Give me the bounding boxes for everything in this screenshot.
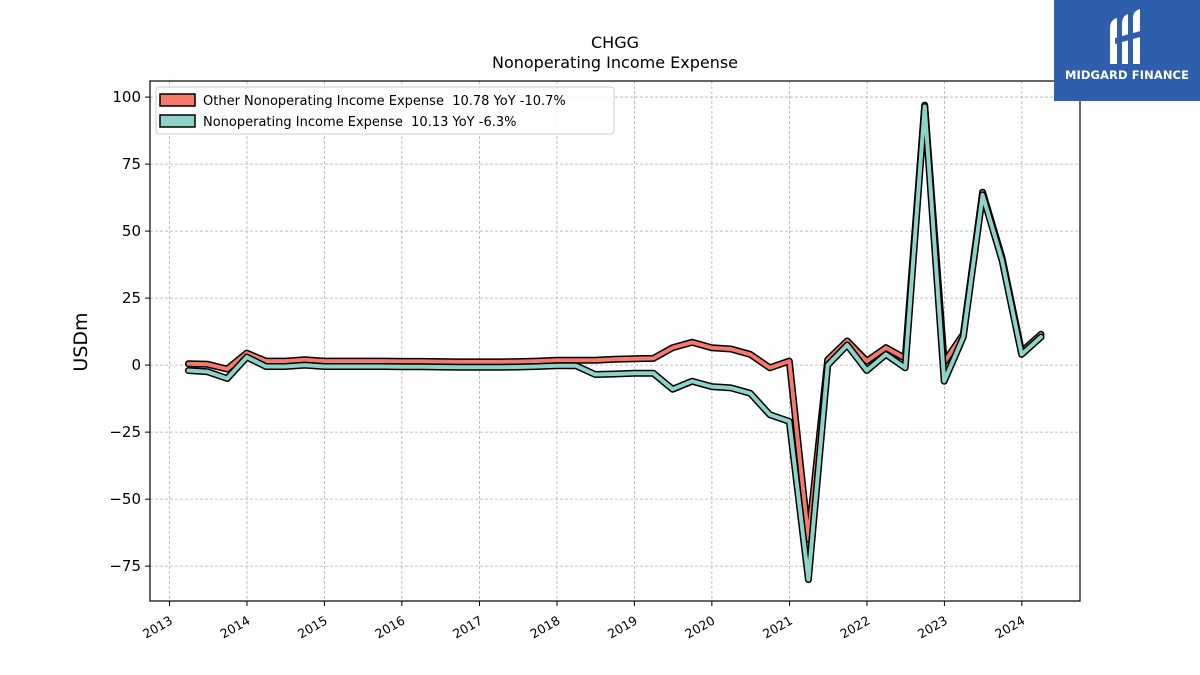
- y-tick-label: −25: [109, 423, 141, 441]
- x-tick-label: 2015: [295, 613, 330, 642]
- x-tick-label: 2021: [760, 613, 795, 642]
- series-outline-1: [184, 103, 1045, 584]
- brand-name: MIDGARD FINANCE: [1064, 68, 1190, 82]
- x-tick-label: 2016: [372, 613, 407, 642]
- y-tick-label: 50: [122, 222, 141, 240]
- x-tick-label: 2018: [527, 613, 562, 642]
- grid: [150, 81, 1080, 601]
- y-tick-label: 0: [131, 356, 141, 374]
- y-tick-label: −75: [109, 557, 141, 575]
- legend-box: [155, 86, 615, 135]
- x-tick-label: 2023: [915, 613, 950, 642]
- legend-swatch: [159, 114, 196, 128]
- x-tick-label: 2014: [217, 613, 252, 642]
- y-tick-label: 100: [112, 88, 141, 106]
- chart-title: CHGG: [591, 33, 639, 52]
- series-line-0: [186, 103, 1043, 542]
- plot-frame: [149, 80, 1081, 602]
- x-tick-label: 2022: [837, 613, 872, 642]
- series-line-1: [186, 104, 1043, 582]
- y-axis-label: USDm: [70, 312, 92, 371]
- x-tick-label: 2017: [450, 613, 485, 642]
- x-tick-label: 2019: [605, 613, 640, 642]
- legend-label: Other Nonoperating Income Expense 10.78 …: [203, 94, 566, 109]
- series-outline-0: [184, 101, 1045, 543]
- legend: Other Nonoperating Income Expense 10.78 …: [155, 86, 615, 135]
- brand-logo-box: MIDGARD FINANCE: [1054, 0, 1200, 101]
- x-tick-label: 2013: [140, 613, 175, 642]
- y-tick-label: 25: [122, 289, 141, 307]
- x-tick-label: 2020: [682, 613, 717, 642]
- chart-subtitle: Nonoperating Income Expense: [492, 53, 738, 72]
- series-lines: [184, 101, 1045, 584]
- y-tick-label: 75: [122, 155, 141, 173]
- legend-label: Nonoperating Income Expense 10.13 YoY -6…: [203, 115, 516, 130]
- x-tick-label: 2024: [992, 613, 1027, 642]
- stylized-m-logo-icon: [1110, 9, 1144, 64]
- legend-swatch: [159, 93, 196, 107]
- y-tick-label: −50: [109, 490, 141, 508]
